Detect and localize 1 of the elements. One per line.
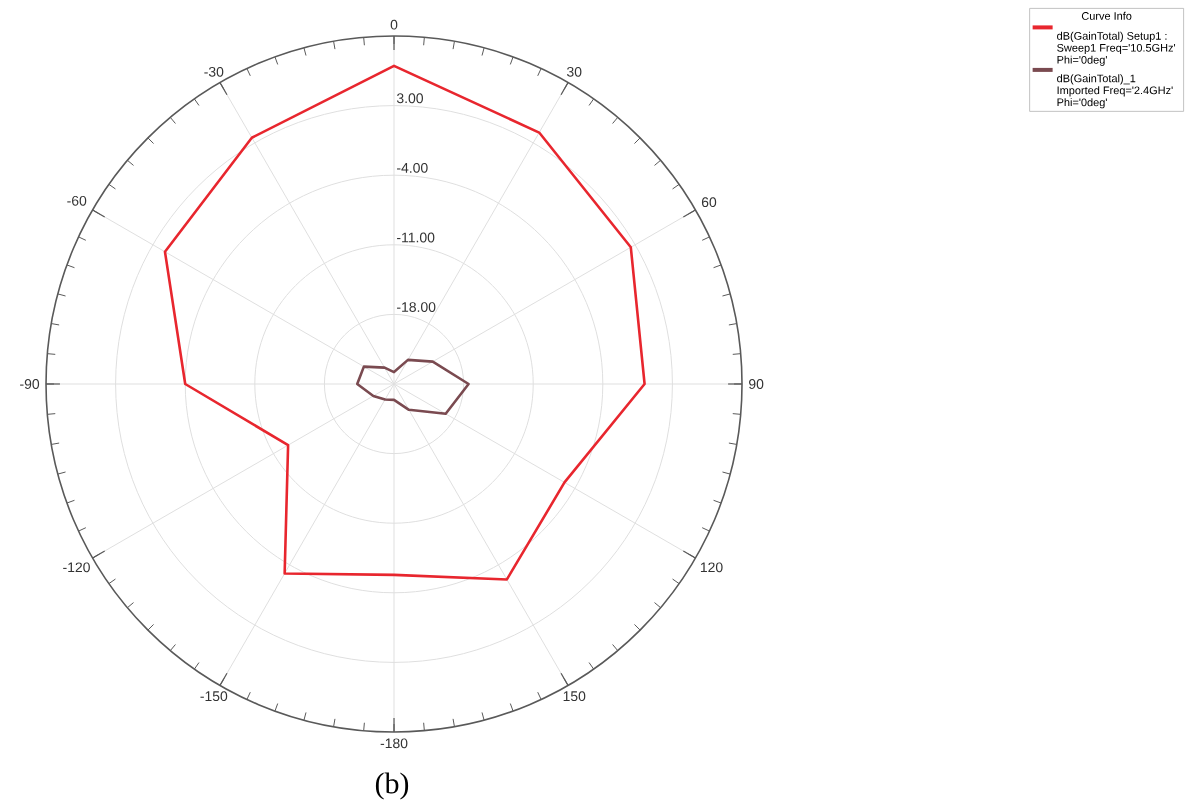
text: (b) (375, 772, 409, 800)
